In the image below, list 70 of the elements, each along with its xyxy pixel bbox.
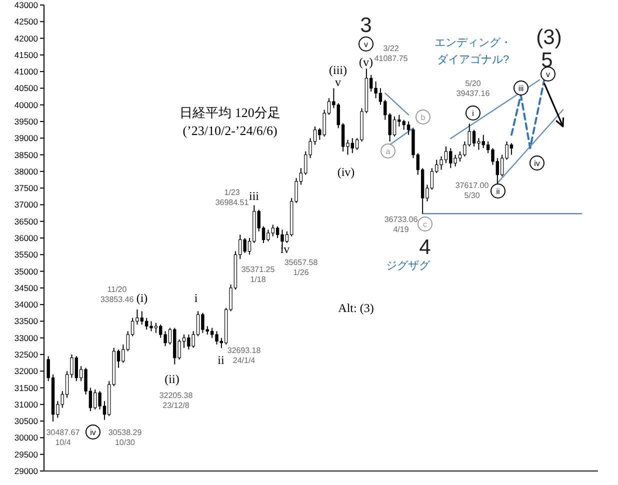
y-tick-label: 33500	[14, 316, 38, 326]
annotation: Alt: (3)	[338, 301, 374, 315]
annotation: v	[546, 70, 550, 78]
annotation: i	[194, 291, 198, 305]
annotation: a	[386, 146, 391, 156]
y-tick-label: 30000	[14, 432, 38, 443]
annotation: 1/23 36984.51	[215, 188, 250, 206]
annotation: iii	[518, 84, 524, 92]
annotation: 37617.00 5/30	[455, 180, 490, 200]
annotation: 3/22 41087.75	[374, 44, 408, 62]
y-tick-label: 30500	[14, 416, 38, 426]
y-tick-label: 29500	[14, 449, 38, 460]
annotation: 4	[419, 236, 432, 258]
annotation: v	[335, 75, 341, 89]
annotation: 32205.38 23/12/8	[159, 390, 194, 410]
y-tick-label: 37000	[14, 200, 38, 210]
annotation: エンディング・	[434, 37, 512, 49]
annotation: 5/20 39437.16	[456, 78, 490, 98]
y-tick-label: 33000	[14, 332, 38, 343]
annotation: 35371.25 1/18	[241, 264, 276, 284]
y-tick-label: 31500	[14, 382, 38, 393]
annotation: b	[420, 112, 426, 122]
y-tick-label: 38500	[14, 150, 38, 160]
y-tick-label: 34000	[14, 300, 38, 310]
y-tick-label: 35500	[14, 250, 38, 260]
y-tick-label: 32500	[14, 350, 38, 360]
annotation: iii	[248, 189, 260, 203]
annotation: 30487.67 10/4	[46, 428, 80, 446]
y-tick-label: 40000	[14, 100, 38, 110]
y-tick-label: 29000	[14, 466, 38, 476]
annotation: (iv)	[337, 165, 355, 179]
annotation: 3	[360, 14, 372, 36]
y-tick-label: 36000	[14, 233, 38, 243]
annotation: 5	[541, 48, 553, 72]
annotation: (i)	[136, 291, 148, 305]
annotation: (v)	[359, 55, 373, 69]
text: 日経平均 120分足	[180, 104, 280, 120]
y-tick-label: 38000	[14, 166, 38, 176]
y-tick-label: 39000	[14, 133, 38, 144]
annotation: ダイアゴナル?	[436, 54, 510, 66]
annotation: ジグザグ	[386, 260, 431, 272]
y-tick-label: 31000	[14, 399, 38, 410]
y-tick-label: 41000	[14, 66, 38, 77]
annotation: (ii)	[164, 372, 180, 386]
annotation: iv	[90, 428, 96, 436]
annotation: iv	[534, 158, 540, 168]
y-tick-label: 34500	[14, 282, 38, 293]
y-tick-label: 42000	[14, 33, 38, 44]
y-tick-label: 36500	[14, 216, 38, 226]
annotation: (iii)	[329, 63, 347, 77]
annotation: 11/20 33853.46	[100, 284, 134, 304]
annotation: v	[364, 40, 368, 48]
annotation: 30538.29 10/30	[108, 428, 142, 446]
y-tick-label: 35000	[14, 266, 38, 276]
annotation: (3)	[536, 26, 562, 48]
y-tick-label: 42500	[14, 16, 38, 27]
y-tick-label: 40500	[14, 83, 38, 94]
y-tick-label: 32000	[14, 366, 38, 376]
annotation: i	[472, 108, 474, 118]
annotation: ii	[218, 353, 225, 367]
y-tick-label: 43000	[14, 0, 38, 10]
annotation: c	[423, 220, 427, 228]
y-tick-label: 39500	[14, 116, 38, 126]
y-tick-label: 37500	[14, 183, 38, 194]
text: (’23/10/2-’24/6/6)	[182, 122, 278, 138]
annotation: 35657.58 1/26	[284, 258, 318, 276]
y-tick-label: 41500	[14, 50, 38, 60]
annotation: 32693.18 24/1/4	[227, 346, 262, 364]
annotation: 36733.06 4/19	[384, 214, 418, 234]
annotation: ii	[496, 186, 500, 196]
